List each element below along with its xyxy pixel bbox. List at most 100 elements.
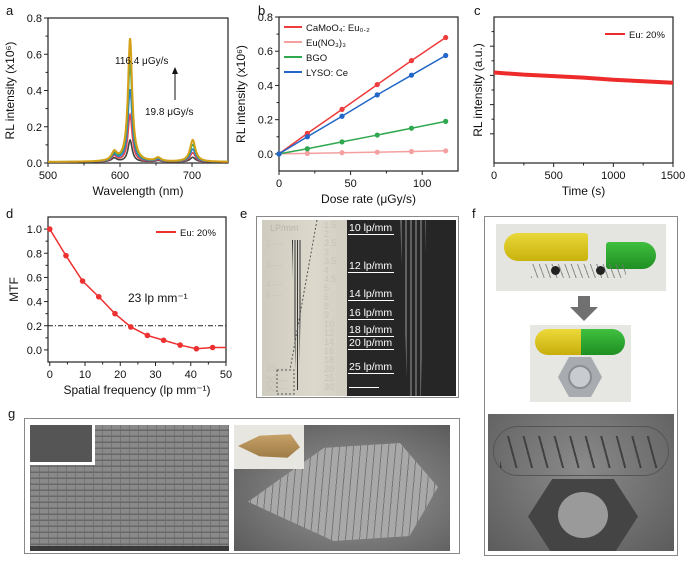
chart-a-spectra: 500 600 700 0.0 0.2 0.4 0.6 0.8 Wavelength (nm) R… [3, 13, 229, 198]
fish-photo-inset [234, 425, 304, 469]
legend-label: CaMoO₄: Eu₀.₂ [306, 23, 370, 34]
line-pair-phantom-photo: LP/mm 2 —3 —4 —5 —10 —20 —30 — 1.5 2 2.5 3 3… [262, 220, 347, 396]
panel-label-f: f [472, 206, 476, 221]
x-tick-label: 100 [413, 178, 431, 190]
down-arrow-icon [570, 296, 598, 321]
chart-c-stability: 0 500 1000 1500 Time (s) RL intensity (a.u.) E… [471, 16, 685, 198]
zoom-guide-lines [276, 220, 318, 395]
ruler-right-label: 25 [324, 373, 335, 383]
y-tick-label: 0.4 [27, 86, 42, 98]
ruler-right-label: 12 [324, 328, 335, 338]
y-tick-label: 0.0 [27, 158, 42, 170]
circuit-board-xray [30, 425, 229, 551]
data-point [339, 106, 345, 112]
data-point [408, 148, 415, 155]
y-tick-label: 0.0 [258, 149, 273, 161]
y-tick-label: 0.2 [27, 122, 42, 134]
data-point [209, 344, 216, 351]
ruler-left-label: 4 — [266, 279, 283, 289]
panel-label-b: b [258, 3, 265, 18]
lp-label: 16 lp/mm [348, 307, 395, 320]
ruler-right-label: 4 [324, 265, 330, 275]
chip-photo-inset [30, 425, 95, 465]
x-axis-title: Wavelength (nm) [93, 184, 184, 198]
data-point [304, 134, 310, 140]
chart-b-dose-rate: 0 50 100 0.0 0.2 0.4 0.6 0.8 Dose rate (μGy/s) RL… [234, 12, 459, 206]
x-tick-label: 40 [185, 369, 197, 381]
panel-f-frame [484, 216, 678, 556]
data-point [408, 72, 415, 78]
x-tick-label: 500 [544, 170, 562, 182]
data-point [304, 150, 310, 156]
data-point [374, 92, 380, 98]
y-axis-title: RL intensity (x10⁶) [3, 42, 17, 140]
lp-marker-line [349, 387, 379, 388]
ruler-right-label: 20 [324, 364, 335, 374]
data-point [112, 310, 118, 317]
ruler-left-label: 3 — [266, 260, 283, 270]
panel-label-c: c [474, 3, 481, 18]
plot-frame [278, 16, 459, 172]
yellow-capsule-half [504, 233, 588, 261]
chart-d-mtf: 0 10 20 30 40 50 0.0 0.2 0.4 0.6 0.8 1.0 Spatial fre… [7, 216, 232, 397]
panel-label-g: g [8, 406, 15, 421]
ruler-left-label: 10 — [266, 363, 288, 373]
x-tick-label: 0 [491, 170, 497, 182]
capsule-parts-photo [496, 224, 666, 291]
ruler-right-label: 1.5 [324, 220, 337, 230]
x-tick-label: 0 [276, 178, 282, 190]
capsule-yellow [535, 329, 581, 355]
ruler-right-label: 2.5 [324, 238, 337, 248]
legend-label: BGO [306, 53, 327, 64]
data-point [304, 146, 310, 152]
y-tick-label: 0.6 [258, 46, 273, 58]
ruler-right-label: 8 [324, 301, 330, 311]
capsule-outline [493, 426, 669, 476]
data-point [339, 150, 345, 156]
fish-photo [238, 434, 300, 458]
annotation-low-dose: 19.8 μGy/s [145, 107, 194, 118]
xray-line-pattern [400, 220, 426, 396]
ruler-right-label: 10 [324, 319, 335, 329]
data-point [408, 125, 415, 131]
y-tick-label: 0.2 [27, 321, 42, 333]
board-edge [30, 546, 229, 551]
data-point [374, 132, 380, 138]
annotation-high-dose: 116.4 μGy/s [115, 56, 168, 67]
nut-hole [568, 365, 592, 389]
legend-label: Eu: 20% [180, 228, 216, 239]
lp-label: 10 lp/mm [348, 222, 395, 235]
data-point [374, 81, 380, 88]
y-tick-label: 0.8 [258, 12, 273, 24]
panel-label-a: a [6, 3, 14, 18]
x-tick-label: 700 [183, 170, 201, 182]
data-point [177, 342, 183, 348]
x-tick-label: 500 [39, 170, 57, 182]
spring [531, 264, 626, 278]
line-pair-xray-image: 10 lp/mm 12 lp/mm 14 lp/mm 16 lp/mm 18 lp/mm… [347, 220, 456, 396]
panel-label-d: d [6, 206, 13, 221]
y-tick-label: 0.4 [258, 80, 273, 92]
y-axis-title: RL intensity (x10⁶) [234, 45, 248, 143]
data-point [128, 324, 134, 330]
ruler-left-label: 20 — [266, 375, 288, 385]
ruler-right-label: 14 [324, 337, 335, 347]
x-tick-label: 1500 [661, 170, 685, 182]
data-point [193, 345, 200, 352]
x-axis-title: Time (s) [562, 184, 606, 198]
ruler-right-label: 18 [324, 355, 335, 365]
series-line-0 [278, 36, 447, 155]
ruler-header: LP/mm [270, 223, 299, 233]
ruler-right-label: 5 [324, 283, 330, 293]
legend-label: Eu(NO₃)₃ [306, 38, 346, 49]
y-tick-label: 1.0 [27, 224, 42, 236]
data-point [374, 149, 380, 155]
ruler-left-label: 5 — [266, 290, 283, 300]
capsule-xray-image [488, 414, 674, 551]
capsule-nut-photo [530, 325, 631, 402]
lp-label: 14 lp/mm [348, 288, 395, 301]
x-tick-label: 1000 [601, 170, 625, 182]
ruler-right-label: 2 [324, 229, 330, 239]
